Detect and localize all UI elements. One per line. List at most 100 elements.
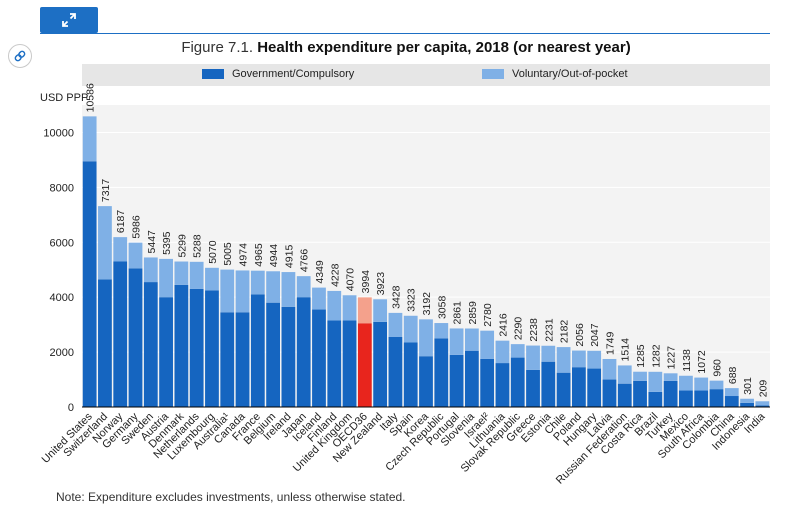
bar-voluntary [174, 261, 189, 285]
bar-voluntary [327, 290, 342, 321]
bar-voluntary [740, 398, 754, 403]
bar-voluntary [679, 375, 693, 391]
bar-value-label: 4070 [345, 268, 357, 292]
y-tick-label: 2000 [50, 347, 74, 359]
bar-government [464, 350, 479, 407]
bar-value-label: 301 [742, 377, 754, 395]
expand-arrows-icon [62, 13, 76, 27]
bar-government [113, 261, 128, 407]
bar-value-label: 1514 [620, 338, 632, 362]
bar-government [694, 390, 709, 407]
bar-value-label: 5299 [176, 234, 188, 258]
bar-voluntary [724, 388, 739, 397]
bar-value-label: 3058 [436, 296, 448, 320]
bar-value-label: 3994 [360, 270, 372, 294]
y-tick-label: 10000 [43, 127, 74, 139]
bar-value-label: 2231 [543, 318, 555, 342]
bar-government [724, 396, 739, 407]
bar-voluntary [143, 257, 158, 283]
bar-government [128, 268, 143, 407]
bar-government [281, 306, 296, 407]
bar-value-label: 5005 [222, 242, 234, 266]
bar-value-label: 1072 [696, 350, 708, 374]
bar-government [403, 342, 418, 407]
bar-voluntary [205, 267, 219, 291]
bar-voluntary [663, 373, 678, 381]
legend-label-voluntary: Voluntary/Out-of-pocket [512, 68, 628, 80]
bar-government [556, 372, 571, 407]
figure-note: Note: Expenditure excludes investments, … [56, 490, 406, 504]
legend-swatch-voluntary [482, 69, 504, 79]
bar-value-label: 960 [711, 359, 723, 377]
bar-voluntary [449, 328, 464, 355]
bar-value-label: 10586 [85, 83, 97, 112]
bar-value-label: 2056 [574, 323, 586, 347]
bar-value-label: 3323 [406, 288, 418, 312]
bar-government [617, 383, 632, 407]
bar-value-label: 1138 [681, 349, 693, 372]
bar-value-label: 2290 [513, 317, 525, 341]
bar-voluntary [128, 242, 143, 269]
bar-voluntary [587, 350, 602, 369]
bar-voluntary [602, 358, 617, 380]
bar-voluntary [159, 258, 173, 298]
bar-government [266, 302, 281, 407]
bar-government [602, 379, 617, 407]
bar-government [373, 321, 388, 407]
bar-voluntary [266, 271, 281, 303]
bar-government [159, 297, 173, 407]
bar-voluntary [571, 350, 586, 368]
legend-label-government: Government/Compulsory [232, 68, 355, 80]
bar-government [296, 297, 311, 407]
bar-government [648, 391, 663, 407]
bar-value-label: 4349 [314, 260, 326, 284]
bar-voluntary [250, 270, 265, 295]
bar-government [205, 290, 219, 407]
bar-voluntary [189, 261, 204, 289]
bar-value-label: 2861 [452, 301, 464, 325]
bar-government [250, 294, 265, 407]
bar-government [327, 320, 342, 407]
bar-value-label: 2416 [497, 313, 509, 337]
bar-value-label: 5986 [131, 215, 143, 239]
bar-government [663, 380, 678, 407]
bar-government [480, 358, 495, 407]
bar-value-label: 1749 [604, 331, 616, 355]
bar-voluntary [480, 330, 495, 359]
bar-value-label: 2859 [467, 301, 479, 325]
bar-voluntary [98, 206, 112, 280]
bar-voluntary [281, 272, 296, 307]
bar-government [235, 312, 250, 407]
bar-voluntary [235, 270, 250, 313]
bar-voluntary [220, 269, 235, 313]
bar-government [220, 312, 235, 407]
bar-voluntary [526, 345, 540, 370]
bar-value-label: 4965 [253, 243, 265, 267]
bar-value-label: 209 [757, 380, 769, 398]
bar-government [541, 361, 556, 407]
bar-voluntary [296, 276, 311, 298]
expand-button[interactable] [40, 7, 98, 33]
bar-voluntary [82, 116, 97, 162]
bar-value-label: 2182 [559, 320, 571, 344]
bar-value-label: 3923 [375, 272, 387, 296]
legend-item-voluntary: Voluntary/Out-of-pocket [482, 68, 628, 80]
y-axis-label: USD PPP [40, 92, 88, 104]
bar-government [571, 367, 586, 407]
bar-voluntary [541, 345, 556, 362]
bar-value-label: 4915 [283, 245, 295, 269]
bar-value-label: 2780 [482, 303, 494, 327]
bar-government [419, 356, 433, 407]
bar-government [587, 368, 602, 407]
bar-value-label: 688 [727, 366, 739, 384]
share-link-button[interactable] [8, 44, 32, 68]
bar-value-label: 1285 [635, 344, 647, 368]
bar-voluntary [510, 344, 525, 358]
bar-voluntary [388, 312, 403, 337]
bar-government [755, 405, 770, 407]
bar-value-label: 5288 [192, 234, 204, 258]
figure-title: Figure 7.1. Health expenditure per capit… [0, 39, 812, 56]
bar-value-label: 4228 [329, 263, 341, 287]
bar-voluntary [648, 371, 663, 392]
